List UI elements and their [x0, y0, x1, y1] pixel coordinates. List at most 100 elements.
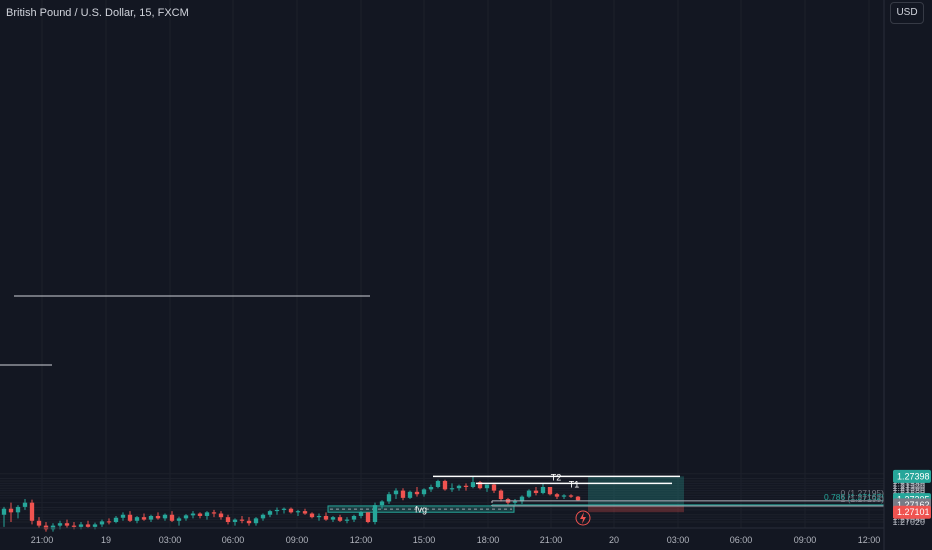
candle-body [470, 482, 476, 487]
candle-body [393, 490, 399, 495]
candle-body [99, 521, 105, 525]
time-tick-label: 03:00 [159, 535, 182, 545]
fvg-label: fvg [415, 505, 427, 515]
candle-body [491, 484, 497, 491]
target-zone [588, 476, 684, 505]
candle-body [568, 495, 574, 497]
candle-body [204, 512, 210, 516]
candle-body [302, 511, 308, 514]
candle-body [407, 491, 413, 498]
candle-body [78, 524, 84, 527]
candle-body [134, 517, 140, 521]
candle-body [1, 508, 7, 515]
candle-body [575, 496, 581, 501]
price-tick-label: 1.27320 [892, 481, 925, 491]
candle-body [43, 525, 49, 530]
candle-body [526, 490, 532, 497]
stop-zone [588, 504, 684, 513]
candle-body [435, 480, 441, 487]
candle-body [449, 488, 455, 490]
price-tag-label: 1.27398 [897, 471, 930, 481]
target-1-label: T1 [569, 479, 580, 489]
candle-body [351, 515, 357, 520]
candle-body [246, 520, 252, 524]
candle-body [295, 511, 301, 513]
price-tick-label: 1.27020 [892, 517, 925, 527]
candle-body [309, 513, 315, 518]
candle-body [15, 506, 21, 513]
symbol-title: British Pound / U.S. Dollar, 15, FXCM [6, 7, 189, 19]
candle-body [358, 512, 364, 516]
price-tag [893, 505, 931, 519]
candle-body [169, 514, 175, 521]
candle-body [57, 523, 63, 526]
time-tick-label: 20 [609, 535, 619, 545]
candle-body [8, 508, 14, 513]
candle-body [512, 501, 518, 503]
candle-body [561, 495, 567, 497]
time-tick-label: 19 [101, 535, 111, 545]
candle-body [533, 490, 539, 494]
candle-body [36, 520, 42, 526]
candle-body [281, 508, 287, 510]
candle-body [148, 515, 154, 520]
candle-body [113, 517, 119, 522]
candle-body [50, 525, 56, 530]
candle-body [519, 496, 525, 502]
candle-body [197, 513, 203, 516]
currency-button[interactable]: USD [890, 2, 924, 24]
candle-body [456, 485, 462, 489]
candle-body [463, 485, 469, 487]
candle-body [365, 512, 371, 522]
candle-body [414, 491, 420, 495]
candle-body [183, 515, 189, 519]
candle-body [211, 512, 217, 514]
time-tick-label: 12:00 [858, 535, 881, 545]
price-tick-label: 1.27340 [892, 478, 925, 488]
target-2-label: T2 [551, 472, 562, 482]
candle-body [176, 518, 182, 521]
candle-body [428, 486, 434, 490]
candle-body [22, 502, 28, 507]
price-tag-label: 1.27101 [897, 507, 930, 517]
candle-body [344, 519, 350, 521]
time-tick-label: 09:00 [286, 535, 309, 545]
candle-body [71, 525, 77, 527]
candle-body [540, 486, 546, 494]
candle-body [484, 484, 490, 489]
candle-body [239, 519, 245, 521]
time-tick-label: 15:00 [413, 535, 436, 545]
price-tick-label: 1.27280 [892, 486, 925, 496]
price-tick-label: 1.27300 [892, 483, 925, 493]
time-tick-label: 09:00 [794, 535, 817, 545]
candle-body [92, 524, 98, 527]
candle-body [337, 517, 343, 521]
candle-body [421, 489, 427, 495]
price-tick-label: 1.27260 [892, 488, 925, 498]
time-tick-label: 06:00 [222, 535, 245, 545]
price-tag [893, 469, 931, 483]
candle-body [127, 514, 133, 521]
time-tick-label: 06:00 [730, 535, 753, 545]
fib-label-1: 1 (1.27153) [841, 494, 885, 504]
time-tick-label: 12:00 [350, 535, 373, 545]
candle-body [155, 515, 161, 519]
candle-body [253, 518, 259, 524]
time-tick-label: 21:00 [540, 535, 563, 545]
candle-body [400, 490, 406, 498]
fib-label-0786: 0.786 (1.27162) [824, 492, 884, 502]
time-tick-label: 03:00 [667, 535, 690, 545]
candle-body [547, 486, 553, 495]
candle-body [330, 517, 336, 520]
candle-body [379, 501, 385, 506]
candle-body [554, 494, 560, 497]
candle-body [232, 519, 238, 522]
candle-body [85, 524, 91, 527]
lightning-icon [575, 510, 591, 526]
candle-body [162, 514, 168, 519]
candle-body [372, 505, 378, 522]
candle-body [260, 514, 266, 519]
candle-body [225, 517, 231, 522]
